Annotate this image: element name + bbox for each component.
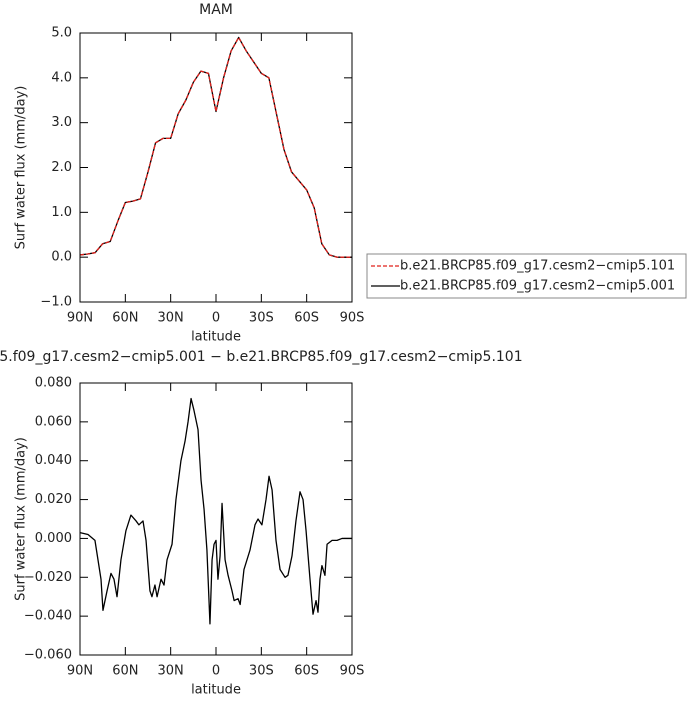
- y-tick-label: −0.020: [24, 570, 72, 585]
- y-tick-label: 1.0: [51, 205, 72, 220]
- y-axis-label: Surf water flux (mm/day): [14, 86, 29, 250]
- x-tick-label: 60S: [294, 311, 319, 326]
- y-tick-label: −0.060: [24, 648, 72, 663]
- data-line: [79, 397, 352, 625]
- y-tick-label: −1.0: [40, 295, 72, 310]
- chart-title: MAM: [199, 2, 233, 18]
- y-tick-label: −0.040: [24, 609, 72, 624]
- data-line: [79, 36, 352, 258]
- plot-frame: [79, 382, 353, 656]
- legend-box: [366, 253, 687, 299]
- x-tick-label: 60S: [294, 664, 319, 679]
- y-tick-label: 2.0: [51, 160, 72, 175]
- x-tick-label: 60N: [112, 311, 138, 326]
- y-tick-label: 0.080: [35, 376, 72, 391]
- legend-label: b.e21.BRCP85.f09_g17.cesm2−cmip5.001: [400, 279, 675, 294]
- x-axis-label: latitude: [191, 683, 241, 698]
- x-tick-label: 90N: [67, 664, 93, 679]
- x-tick-label: 90S: [340, 311, 365, 326]
- y-axis-label: Surf water flux (mm/day): [14, 437, 29, 601]
- legend-label: b.e21.BRCP85.f09_g17.cesm2−cmip5.101: [400, 259, 675, 274]
- y-tick-label: 5.0: [51, 26, 72, 41]
- y-tick-label: 0.020: [35, 492, 72, 507]
- x-tick-label: 30S: [249, 664, 274, 679]
- x-tick-label: 30N: [158, 311, 184, 326]
- x-axis-label: latitude: [191, 330, 241, 345]
- x-tick-label: 0: [212, 664, 220, 679]
- x-tick-label: 30S: [249, 311, 274, 326]
- x-tick-label: 30N: [158, 664, 184, 679]
- chart-title: b.e21.BRCP85.f09_g17.cesm2−cmip5.001 − b…: [0, 349, 523, 365]
- y-tick-label: 0.040: [35, 453, 72, 468]
- x-tick-label: 0: [212, 311, 220, 326]
- y-tick-label: 0.0: [51, 250, 72, 265]
- y-tick-label: 0.000: [35, 531, 72, 546]
- y-tick-label: 3.0: [51, 115, 72, 130]
- plot-frame: [79, 32, 353, 303]
- y-tick-label: 0.060: [35, 414, 72, 429]
- x-tick-label: 90N: [67, 311, 93, 326]
- y-tick-label: 4.0: [51, 70, 72, 85]
- x-tick-label: 90S: [340, 664, 365, 679]
- x-tick-label: 60N: [112, 664, 138, 679]
- data-line: [79, 36, 352, 258]
